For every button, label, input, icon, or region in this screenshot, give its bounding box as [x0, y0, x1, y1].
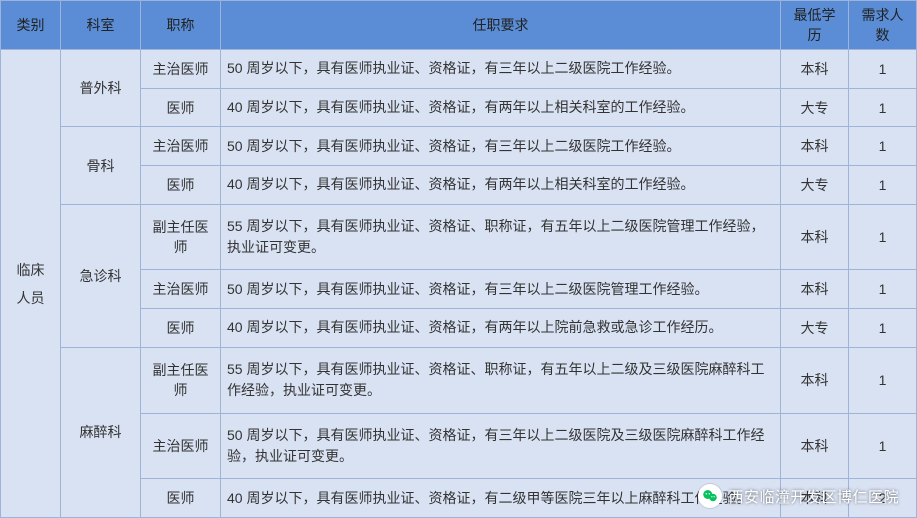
- cell-title: 主治医师: [141, 413, 221, 479]
- cell-requirement: 40 周岁以下，具有医师执业证、资格证，有二级甲等医院三年以上麻醉科工作经验。: [221, 479, 781, 518]
- cell-count: 1: [849, 204, 917, 270]
- col-count: 需求人数: [849, 1, 917, 50]
- cell-requirement: 40 周岁以下，具有医师执业证、资格证，有两年以上相关科室的工作经验。: [221, 166, 781, 205]
- cell-category: 临床人员: [1, 50, 61, 518]
- col-requirement: 任职要求: [221, 1, 781, 50]
- cell-department: 急诊科: [61, 204, 141, 347]
- col-education: 最低学历: [781, 1, 849, 50]
- cell-count: 1: [849, 88, 917, 127]
- cell-title: 主治医师: [141, 270, 221, 309]
- cell-count: 1: [849, 166, 917, 205]
- cell-requirement: 55 周岁以下，具有医师执业证、资格证、职称证，有五年以上二级及三级医院麻醉科工…: [221, 347, 781, 413]
- table-row: 急诊科副主任医师55 周岁以下，具有医师执业证、资格证、职称证，有五年以上二级医…: [1, 204, 917, 270]
- cell-requirement: 55 周岁以下，具有医师执业证、资格证、职称证，有五年以上二级医院管理工作经验，…: [221, 204, 781, 270]
- cell-education: 本科: [781, 270, 849, 309]
- cell-title: 医师: [141, 88, 221, 127]
- col-category: 类别: [1, 1, 61, 50]
- cell-title: 医师: [141, 309, 221, 348]
- page-root: 类别 科室 职称 任职要求 最低学历 需求人数 临床人员普外科主治医师50 周岁…: [0, 0, 917, 518]
- cell-education: 本科: [781, 347, 849, 413]
- col-title: 职称: [141, 1, 221, 50]
- table-row: 临床人员普外科主治医师50 周岁以下，具有医师执业证、资格证，有三年以上二级医院…: [1, 50, 917, 89]
- cell-education: 大专: [781, 309, 849, 348]
- cell-education: 本科: [781, 204, 849, 270]
- table-row: 麻醉科副主任医师55 周岁以下，具有医师执业证、资格证、职称证，有五年以上二级及…: [1, 347, 917, 413]
- col-department: 科室: [61, 1, 141, 50]
- cell-count: 1: [849, 127, 917, 166]
- cell-requirement: 50 周岁以下，具有医师执业证、资格证，有三年以上二级医院管理工作经验。: [221, 270, 781, 309]
- cell-title: 主治医师: [141, 50, 221, 89]
- cell-requirement: 50 周岁以下，具有医师执业证、资格证，有三年以上二级医院及三级医院麻醉科工作经…: [221, 413, 781, 479]
- cell-department: 麻醉科: [61, 347, 141, 517]
- cell-count: 1: [849, 50, 917, 89]
- cell-education: 本科: [781, 50, 849, 89]
- cell-count: 1: [849, 309, 917, 348]
- cell-education: 本科: [781, 413, 849, 479]
- cell-requirement: 40 周岁以下，具有医师执业证、资格证，有两年以上相关科室的工作经验。: [221, 88, 781, 127]
- cell-education: 大专: [781, 166, 849, 205]
- cell-education: 大专: [781, 88, 849, 127]
- recruitment-table: 类别 科室 职称 任职要求 最低学历 需求人数 临床人员普外科主治医师50 周岁…: [0, 0, 917, 518]
- cell-count: 1: [849, 270, 917, 309]
- table-row: 骨科主治医师50 周岁以下，具有医师执业证、资格证，有三年以上二级医院工作经验。…: [1, 127, 917, 166]
- cell-requirement: 50 周岁以下，具有医师执业证、资格证，有三年以上二级医院工作经验。: [221, 127, 781, 166]
- table-body: 临床人员普外科主治医师50 周岁以下，具有医师执业证、资格证，有三年以上二级医院…: [1, 50, 917, 518]
- cell-requirement: 40 周岁以下，具有医师执业证、资格证，有两年以上院前急救或急诊工作经历。: [221, 309, 781, 348]
- cell-education: 本科: [781, 479, 849, 518]
- cell-department: 普外科: [61, 50, 141, 127]
- cell-title: 医师: [141, 166, 221, 205]
- cell-count: 1: [849, 347, 917, 413]
- cell-count: 2: [849, 479, 917, 518]
- cell-requirement: 50 周岁以下，具有医师执业证、资格证，有三年以上二级医院工作经验。: [221, 50, 781, 89]
- cell-title: 医师: [141, 479, 221, 518]
- cell-title: 副主任医师: [141, 204, 221, 270]
- cell-education: 本科: [781, 127, 849, 166]
- table-header-row: 类别 科室 职称 任职要求 最低学历 需求人数: [1, 1, 917, 50]
- cell-title: 主治医师: [141, 127, 221, 166]
- cell-title: 副主任医师: [141, 347, 221, 413]
- cell-department: 骨科: [61, 127, 141, 204]
- cell-count: 1: [849, 413, 917, 479]
